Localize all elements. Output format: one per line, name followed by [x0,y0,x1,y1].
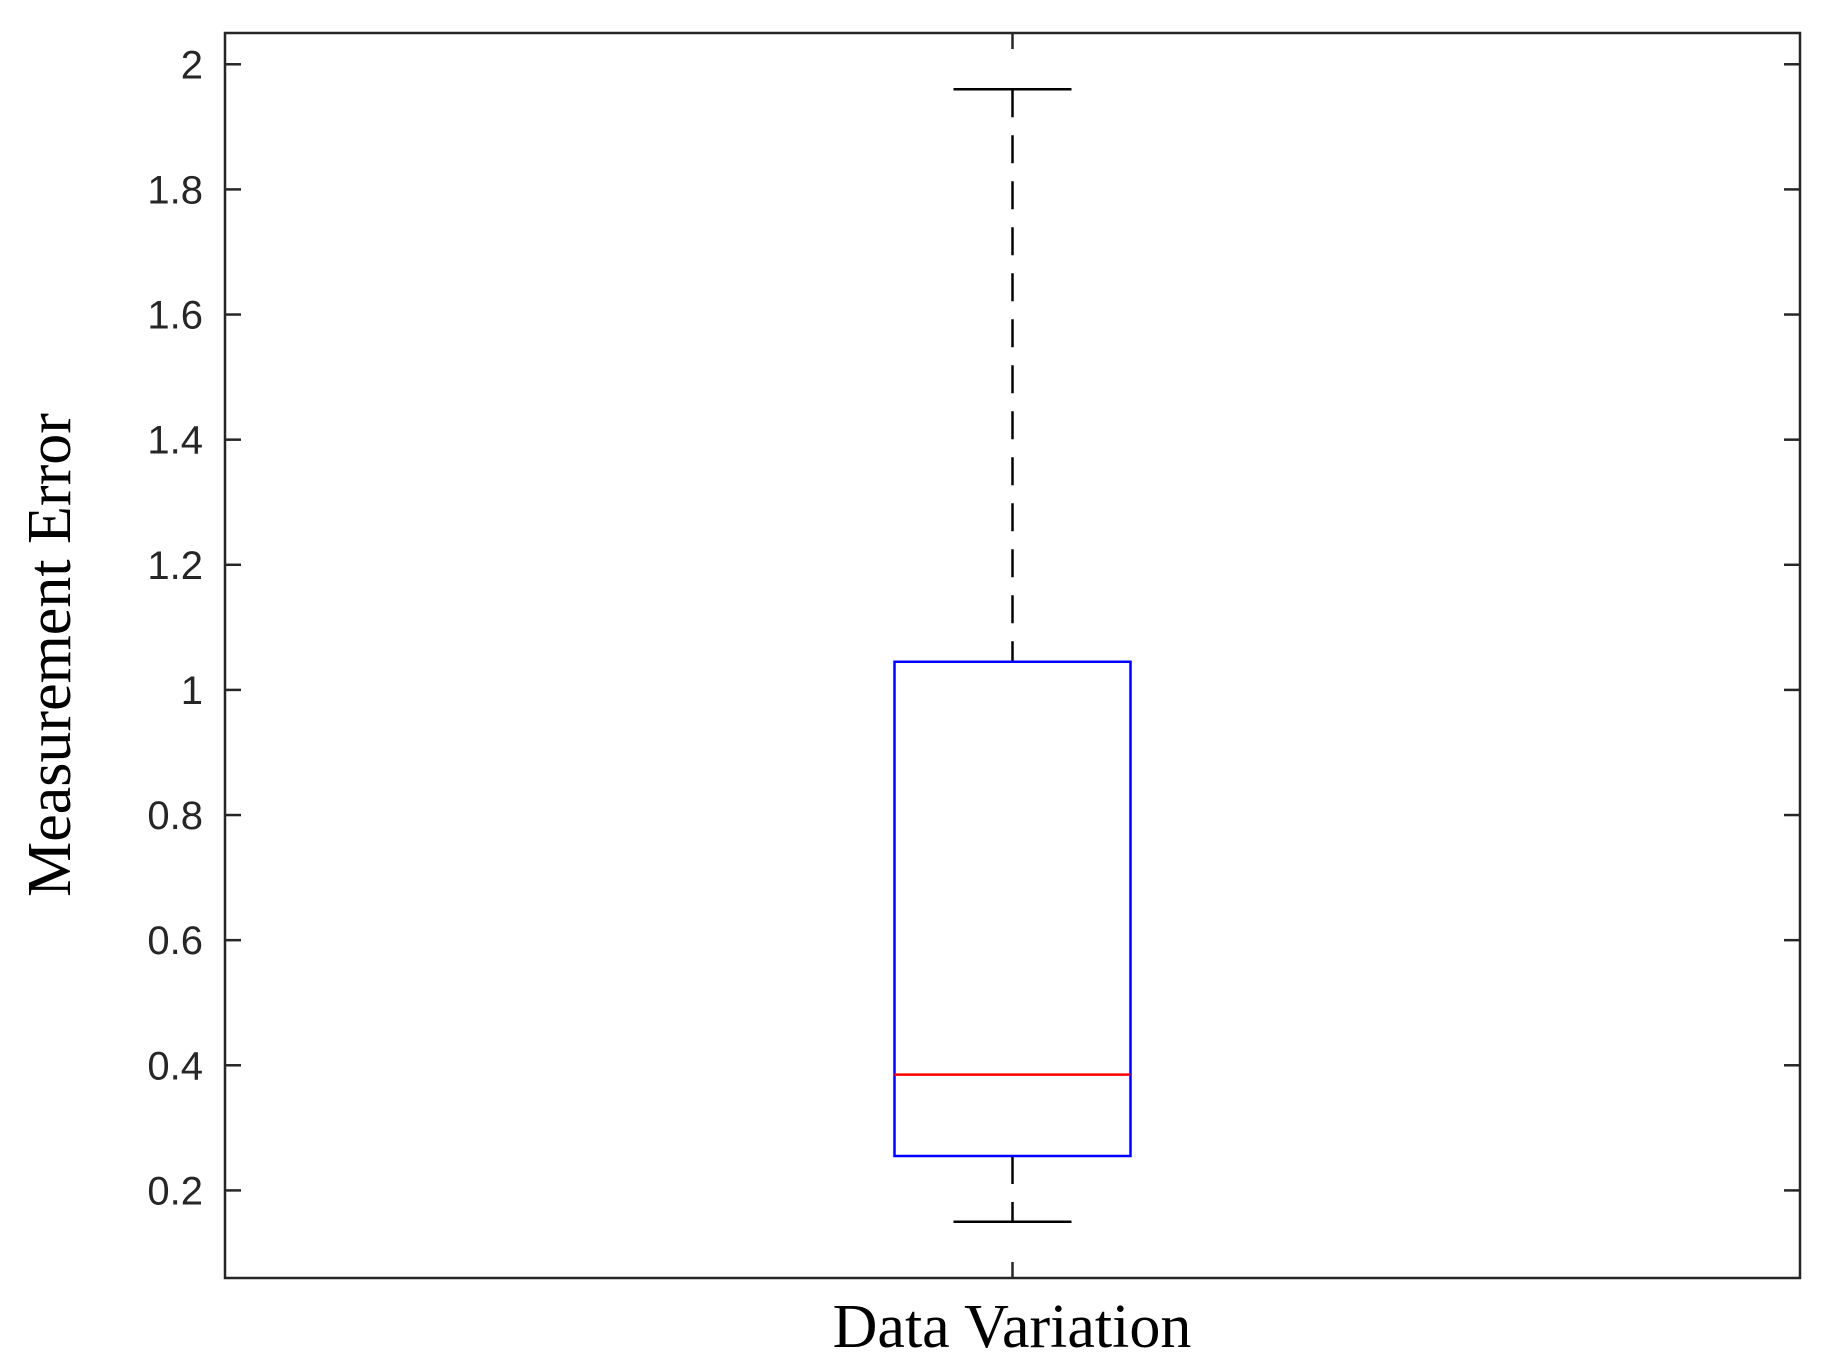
y-tick-label: 1.4 [147,419,203,463]
y-tick-label: 0.6 [147,919,203,963]
y-tick-label: 0.4 [147,1044,203,1088]
y-axis-label: Measurement Error [16,413,84,897]
y-axis-ticks: 0.2 0.4 0.6 0.8 1 1.2 1.4 1.6 1.8 2 [147,43,1800,1213]
y-tick-label: 1.6 [147,294,203,338]
y-tick-label: 0.2 [147,1169,203,1213]
box-series [893,88,1132,1223]
y-tick-label: 1 [181,669,203,713]
y-tick-label: 0.8 [147,794,203,838]
y-tick-label: 2 [181,43,203,87]
y-tick-label: 1.8 [147,168,203,212]
iqr-box [893,660,1132,1158]
x-axis-label: Data Variation [833,1293,1192,1361]
y-tick-label: 1.2 [147,544,203,588]
